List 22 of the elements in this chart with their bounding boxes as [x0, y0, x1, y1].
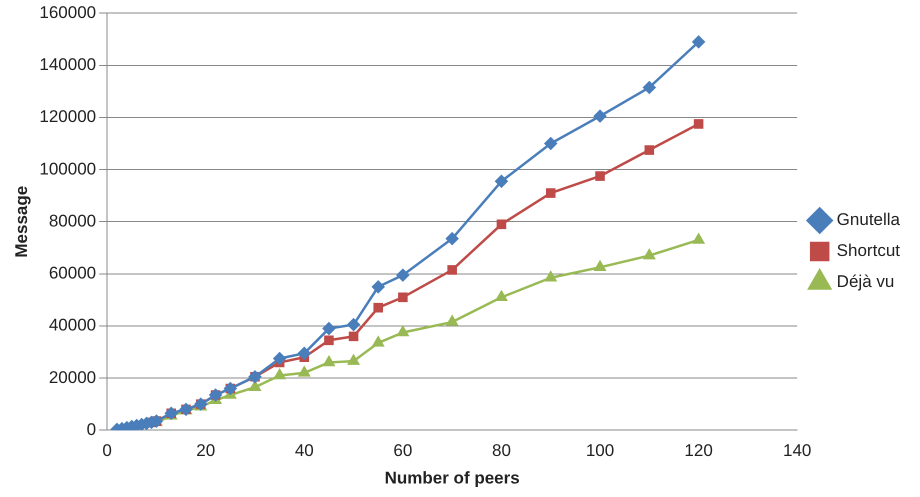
y-tick-label: 140000: [39, 55, 96, 74]
legend-label: Gnutella: [836, 210, 901, 230]
x-tick-label: 20: [196, 441, 216, 460]
x-tick-label: 120: [684, 441, 713, 460]
y-tick-label: 160000: [39, 2, 96, 22]
y-tick-label: 80000: [48, 211, 96, 230]
x-tick-label: 100: [586, 441, 614, 460]
x-tick-label: 80: [492, 441, 511, 460]
x-axis-title: Number of peers: [384, 468, 520, 488]
y-tick-label: 0: [86, 420, 96, 439]
legend-label: Shortcut: [836, 241, 900, 260]
y-tick-label: 40000: [48, 316, 96, 335]
y-tick-label: 60000: [48, 264, 96, 283]
x-tick-label: 60: [393, 441, 412, 460]
x-tick-label: 140: [782, 441, 812, 460]
y-axis-title: Message: [12, 186, 31, 258]
y-tick-label: 20000: [48, 368, 96, 387]
x-tick-label: 40: [294, 441, 314, 460]
y-tick-label: 120000: [39, 107, 96, 126]
x-tick-label: 0: [102, 441, 112, 460]
legend-label: Déjà vu: [836, 272, 894, 292]
y-tick-label: 100000: [39, 159, 96, 178]
